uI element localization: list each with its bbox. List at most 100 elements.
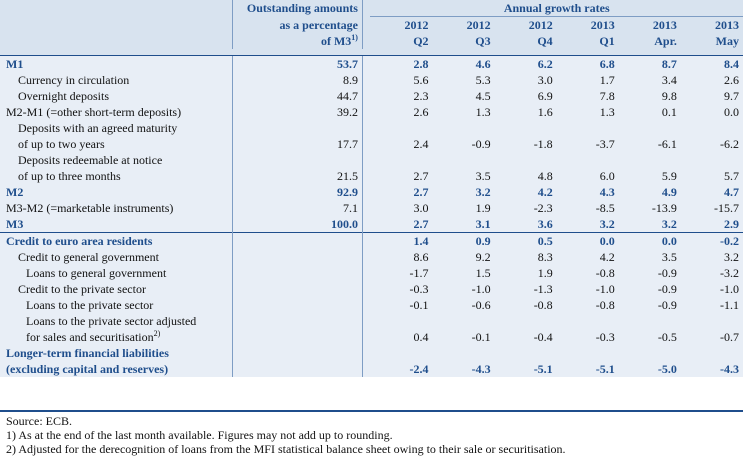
table-row: Currency in circulation 8.9 5.6 5.3 3.0 1.7 3.…: [0, 72, 743, 88]
growth-value: 0.0: [724, 105, 739, 119]
share-of-m3: 8.9: [231, 72, 363, 88]
growth-value: -6.2: [720, 137, 739, 151]
growth-value: -1.0: [471, 282, 491, 296]
period-year: 2012: [466, 18, 491, 32]
growth-value: -0.1: [471, 330, 491, 344]
row-label-text: Credit to euro area residents: [6, 234, 153, 248]
period-year: 2013: [715, 18, 739, 32]
growth-value: 1.9: [537, 266, 553, 280]
share-of-m3: [231, 120, 363, 136]
header-gap: [361, 0, 371, 17]
table-row: M2 92.9 2.7 3.2 4.2 4.3 4.9 4.7: [0, 184, 743, 200]
table-row: of up to three months 21.5 2.7 3.5 4.8 6.0 5.9…: [0, 168, 743, 184]
footnotes: Source: ECB. 1) As at the end of the last…: [6, 414, 741, 456]
growth-value: 1.7: [599, 73, 615, 87]
growth-value: 2.6: [413, 105, 429, 119]
period-year: 2013: [652, 18, 677, 32]
growth-value: 1.3: [599, 105, 615, 119]
growth-value: -8.5: [595, 201, 615, 215]
growth-value: [681, 152, 743, 168]
row-label-text: Credit to the private sector: [18, 282, 146, 296]
growth-value: [619, 120, 681, 136]
growth-value: [681, 120, 743, 136]
growth-value: [370, 120, 432, 136]
cell-gap: [361, 120, 371, 136]
growth-value: [495, 313, 557, 329]
table-row: Loans to general government -1.7 1.5 1.9 -0.…: [0, 265, 743, 281]
outstanding-header-line: as a percentage: [231, 16, 363, 33]
growth-value: 4.9: [661, 185, 677, 199]
row-label-text: Loans to general government: [26, 266, 167, 280]
growth-value: [619, 313, 681, 329]
growth-value: -0.2: [680, 232, 743, 249]
growth-value: -1.1: [720, 298, 739, 312]
share-of-m3: 44.7: [231, 88, 363, 104]
growth-value: -0.9: [657, 298, 677, 312]
growth-value: 1.3: [475, 105, 491, 119]
share-of-m3: [231, 361, 363, 377]
row-label-text: of up to three months: [18, 169, 121, 183]
growth-value: 1.6: [537, 105, 553, 119]
growth-value: 3.5: [661, 250, 677, 264]
row-label: Longer-term financial liabilities: [0, 345, 232, 361]
row-label-text: Currency in circulation: [18, 73, 130, 87]
growth-value: -0.9: [657, 282, 677, 296]
growth-value: [557, 313, 619, 329]
row-label: Credit to general government: [0, 249, 232, 265]
cell-gap: [361, 313, 371, 329]
growth-value: 2.7: [413, 185, 429, 199]
growth-value: 6.2: [494, 55, 557, 72]
row-label: Loans to the private sector adjusted: [0, 313, 232, 329]
period-year: 2012: [528, 18, 553, 32]
table-row: for sales and securitisation2) 0.4 -0.1 -0.…: [0, 329, 743, 345]
growth-value: 2.9: [724, 217, 739, 231]
row-label: Deposits redeemable at notice: [0, 152, 232, 168]
period-label: Q3: [475, 34, 491, 48]
outstanding-header-text: of M3: [320, 34, 352, 48]
growth-value: 8.6: [413, 250, 429, 264]
row-label-text: Deposits redeemable at notice: [18, 153, 163, 167]
growth-value: -0.7: [720, 330, 739, 344]
growth-value: -2.4: [409, 362, 429, 376]
cell-gap: [361, 345, 371, 361]
share-of-m3: 17.7: [231, 136, 363, 152]
growth-value: 4.5: [475, 89, 491, 103]
row-label: Credit to euro area residents: [0, 232, 233, 249]
cell-gap: [361, 232, 371, 249]
growth-value: -13.9: [651, 201, 677, 215]
row-label: Overnight deposits: [0, 88, 232, 104]
table-row: M2-M1 (=other short-term deposits) 39.2 2.…: [0, 104, 743, 120]
growth-value: 3.2: [599, 217, 615, 231]
period-label: Q2: [413, 34, 429, 48]
growth-value: 2.3: [413, 89, 429, 103]
growth-value: 2.7: [413, 217, 429, 231]
row-label-text: M3-M2 (=marketable instruments): [6, 201, 174, 215]
growth-value: [495, 345, 557, 361]
growth-value: 6.8: [556, 55, 619, 72]
row-label-text: M3: [6, 217, 24, 231]
growth-value: -3.2: [720, 266, 739, 280]
share-of-m3: 39.2: [231, 104, 363, 120]
growth-value: -4.3: [471, 362, 491, 376]
share-of-m3: 21.5: [231, 168, 363, 184]
row-label-text: Loans to the private sector adjusted: [26, 314, 197, 328]
growth-value: [433, 152, 495, 168]
cell-gap: [361, 152, 371, 168]
growth-value: -0.6: [471, 298, 491, 312]
growth-value: [681, 313, 743, 329]
growth-value: -0.9: [657, 266, 677, 280]
share-of-m3: [231, 297, 363, 313]
growth-value: 9.2: [475, 250, 491, 264]
growth-value: 2.4: [413, 137, 429, 151]
growth-value: 6.9: [537, 89, 553, 103]
cell-gap: [361, 249, 371, 265]
cell-gap: [361, 88, 371, 104]
row-label: Loans to general government: [0, 265, 232, 281]
growth-value: -1.0: [595, 282, 615, 296]
share-of-m3: 7.1: [231, 200, 363, 216]
row-label: Currency in circulation: [0, 72, 232, 88]
growth-value: -1.8: [533, 137, 553, 151]
growth-value: 3.1: [475, 217, 491, 231]
share-of-m3: [231, 152, 363, 168]
growth-value: [557, 345, 619, 361]
